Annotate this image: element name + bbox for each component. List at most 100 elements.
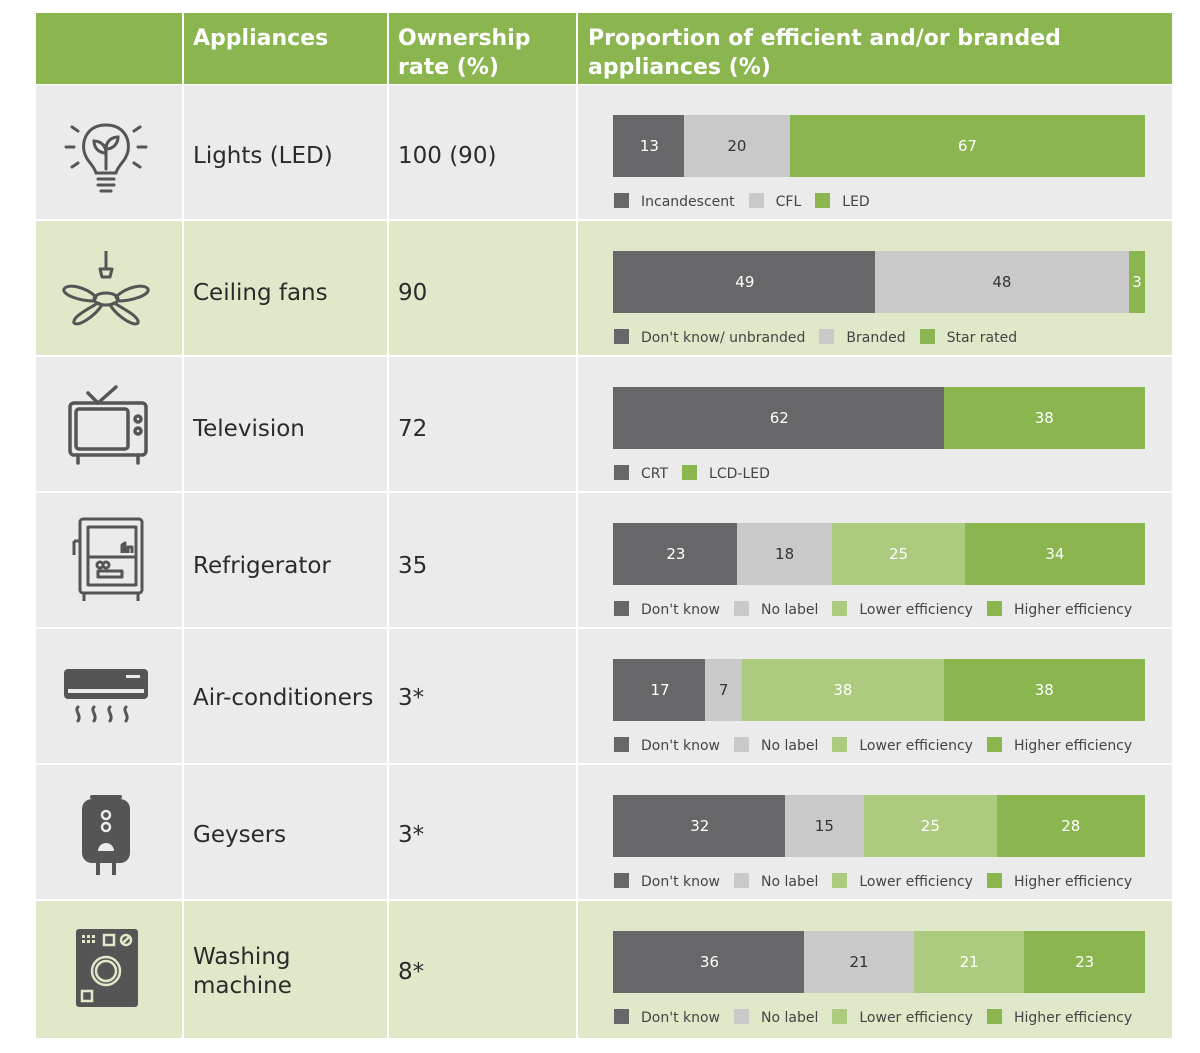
legend-item: Higher efficiency [986,873,1133,890]
appliance-name: Ceiling fans [193,280,328,306]
column-divider [576,13,578,1038]
refrigerator-icon [72,517,144,601]
legend-swatch [832,1009,848,1024]
bar-segment: 28 [996,795,1145,857]
geyser-icon [82,795,130,875]
legend-item: Higher efficiency [986,601,1132,618]
legend-swatch [614,193,629,208]
stacked-bar: 49 48 3 [613,251,1145,313]
legend-item: No label [734,1009,818,1026]
stacked-bar: 62 38 [613,387,1145,449]
bar-segment: 21 [803,931,915,993]
legend-item: LED [815,193,870,210]
bar-segment: 23 [1024,931,1145,993]
legend-item: Star rated [919,329,1017,346]
legend-item: CFL [748,193,802,210]
legend-label: No label [761,874,819,890]
header-proportion: Proportion of efficient and/or branded a… [588,26,1061,80]
ceiling-fan-icon [62,251,150,326]
bar-segment: 34 [964,523,1145,585]
legend-item: CRT [614,465,668,482]
chart-legend: Don't know No label Lower efficiency Higher… [614,1009,1146,1026]
bar-segment: 25 [864,795,997,857]
bar-segment: 38 [742,659,944,721]
legend-item: Don't know [614,737,720,754]
appliance-name: Geysers [193,822,287,848]
legend-label: CFL [775,194,802,210]
legend-item: Higher efficiency [986,737,1133,754]
legend-label: Don't know [641,1010,721,1026]
chart-legend: Incandescent CFL LED [614,193,884,210]
stacked-bar: 13 20 67 [613,115,1145,177]
legend-swatch [986,737,1002,752]
legend-label: Lower efficiency [859,874,973,890]
table-row: Air-conditioners 3* [36,629,1172,763]
appliance-name: Washing machine [193,944,292,999]
legend-label: No label [761,602,819,618]
chart-legend: Don't know No label Lower efficiency Higher… [614,873,1146,890]
column-divider [387,13,389,1038]
ownership-rate: 3* [398,822,425,848]
bar-segment: 23 [615,523,737,585]
bar-segment: 21 [914,931,1025,993]
legend-swatch [986,601,1002,616]
legend-label: LED [842,194,870,210]
light-bulb-icon [64,123,148,193]
legend-label: Incandescent [641,194,735,210]
stacked-bar: 17 7 38 38 [613,659,1145,721]
legend-label: No label [761,738,819,754]
bar-segment: 17 [615,659,706,721]
legend-label: Higher efficiency [1013,738,1133,754]
stacked-bar: 23 18 25 34 [613,523,1145,585]
legend-swatch [734,601,750,616]
legend-label: Higher efficiency [1013,1010,1133,1026]
legend-swatch [734,873,750,888]
ownership-rate: 90 [398,280,428,306]
air-conditioner-icon [64,669,148,723]
ownership-rate: 72 [398,416,428,442]
table-header: Appliances Ownership rate (%) Proportion… [36,13,1172,84]
legend-label: CRT [641,466,669,482]
appliance-name: Lights (LED) [193,143,333,169]
washing-machine-icon [76,929,138,1007]
bar-segment: 62 [615,387,944,449]
ownership-rate: 35 [398,553,428,579]
legend-swatch [832,873,848,888]
legend-swatch [986,1009,1002,1024]
legend-item: Don't know [614,1009,720,1026]
legend-item: Branded [819,329,906,346]
bar-segment: 32 [615,795,785,857]
legend-item: Lower efficiency [832,737,973,754]
bar-segment: 25 [832,523,965,585]
bar-segment: 36 [615,931,804,993]
bar-segment: 20 [683,115,790,177]
legend-label: Don't know [641,738,721,754]
legend-label: Lower efficiency [859,1010,973,1026]
legend-item: Don't know [614,873,720,890]
appliance-name: Refrigerator [193,553,331,579]
legend-swatch [986,873,1002,888]
legend-swatch [832,737,848,752]
ownership-rate: 100 (90) [398,143,497,169]
legend-item: Lower efficiency [832,1009,973,1026]
appliance-name: Television [193,416,305,442]
legend-label: Higher efficiency [1013,874,1133,890]
legend-swatch [832,601,848,616]
legend-swatch [819,329,835,344]
legend-label: No label [761,1010,819,1026]
header-ownership-rate: Ownership rate (%) [398,26,531,80]
legend-item: Incandescent [614,193,735,210]
legend-swatch [919,329,935,344]
bar-segment: 49 [615,251,875,313]
bar-segment: 38 [943,659,1145,721]
legend-item: Lower efficiency [832,873,973,890]
bar-segment: 15 [784,795,865,857]
legend-label: Don't know/ unbranded [641,330,806,346]
legend-swatch [682,465,698,480]
legend-swatch [614,465,629,480]
legend-item: Lower efficiency [832,601,973,618]
legend-swatch [614,601,629,616]
chart-legend: Don't know No label Lower efficiency Higher… [614,737,1146,754]
stacked-bar: 32 15 25 28 [613,795,1145,857]
legend-swatch [748,193,764,208]
